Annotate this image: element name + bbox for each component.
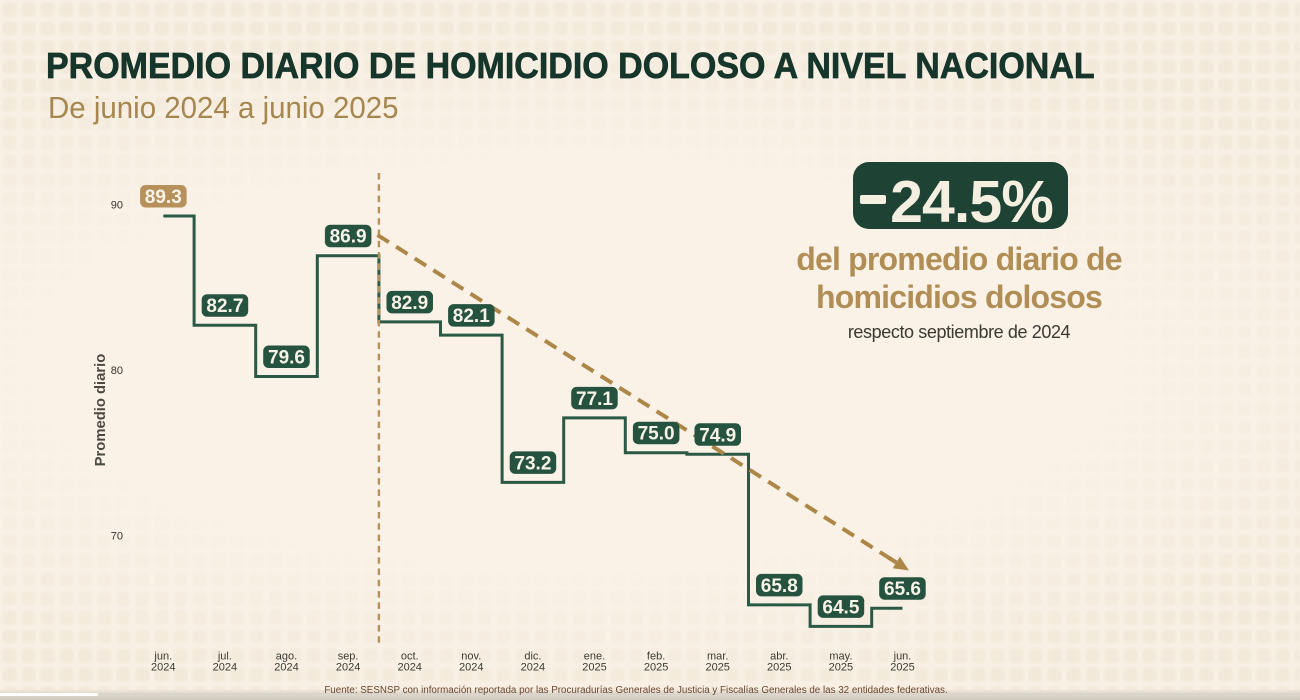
- svg-text:may.: may.: [829, 651, 852, 663]
- svg-text:oct.: oct.: [401, 651, 419, 663]
- svg-text:jun.: jun.: [893, 651, 912, 663]
- svg-text:73.2: 73.2: [514, 453, 551, 474]
- svg-text:2025: 2025: [890, 661, 914, 673]
- svg-text:ago.: ago.: [276, 651, 297, 663]
- svg-text:abr.: abr.: [770, 651, 788, 663]
- svg-text:90: 90: [111, 199, 123, 211]
- svg-text:2025: 2025: [644, 661, 668, 673]
- svg-text:jun.: jun.: [153, 651, 172, 663]
- svg-text:2024: 2024: [274, 661, 298, 673]
- svg-text:2025: 2025: [582, 661, 606, 673]
- svg-text:64.5: 64.5: [822, 597, 859, 618]
- svg-text:65.6: 65.6: [884, 579, 921, 600]
- svg-text:feb.: feb.: [647, 651, 665, 663]
- svg-text:79.6: 79.6: [268, 348, 305, 369]
- svg-text:mar.: mar.: [707, 651, 728, 663]
- svg-text:2024: 2024: [459, 661, 483, 673]
- svg-text:ene.: ene.: [584, 651, 605, 663]
- svg-text:86.9: 86.9: [330, 227, 367, 248]
- svg-text:2024: 2024: [151, 661, 175, 673]
- svg-text:82.1: 82.1: [453, 306, 490, 327]
- svg-text:sep.: sep.: [338, 651, 359, 663]
- svg-text:2025: 2025: [705, 661, 729, 673]
- svg-text:nov.: nov.: [461, 651, 481, 663]
- svg-text:dic.: dic.: [524, 651, 541, 663]
- svg-text:70: 70: [111, 530, 123, 542]
- svg-text:2024: 2024: [336, 661, 360, 673]
- svg-text:77.1: 77.1: [576, 389, 613, 410]
- svg-text:2025: 2025: [829, 661, 853, 673]
- svg-text:2025: 2025: [767, 661, 791, 673]
- svg-text:74.9: 74.9: [699, 425, 736, 446]
- svg-text:89.3: 89.3: [145, 187, 182, 208]
- svg-text:2024: 2024: [213, 661, 237, 673]
- svg-text:82.7: 82.7: [206, 296, 243, 317]
- svg-text:jul.: jul.: [217, 651, 232, 663]
- svg-text:65.8: 65.8: [761, 576, 798, 597]
- svg-text:82.9: 82.9: [391, 293, 428, 314]
- svg-text:75.0: 75.0: [638, 424, 675, 445]
- svg-text:Promedio diario: Promedio diario: [93, 354, 109, 467]
- svg-text:2024: 2024: [397, 661, 421, 673]
- svg-text:80: 80: [111, 365, 123, 377]
- svg-text:2024: 2024: [521, 661, 545, 673]
